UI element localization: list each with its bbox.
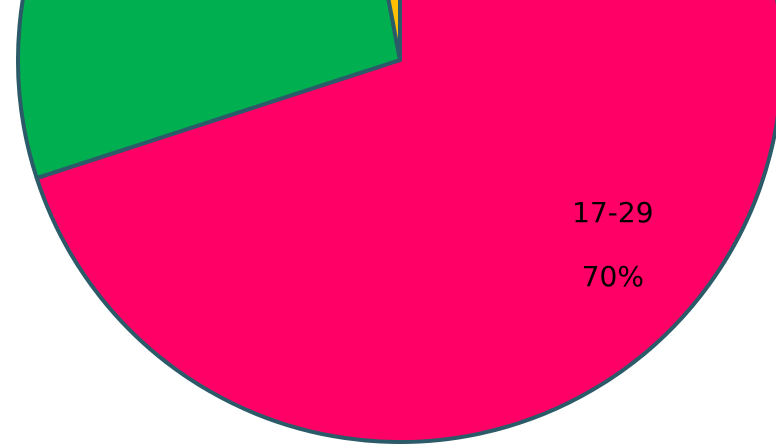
pie-slice <box>386 0 402 62</box>
pie-slice <box>16 0 402 181</box>
pie-slice <box>34 0 776 444</box>
slice-category-label: 17-29 <box>572 196 653 229</box>
slice-value-label: 70% <box>582 260 644 293</box>
